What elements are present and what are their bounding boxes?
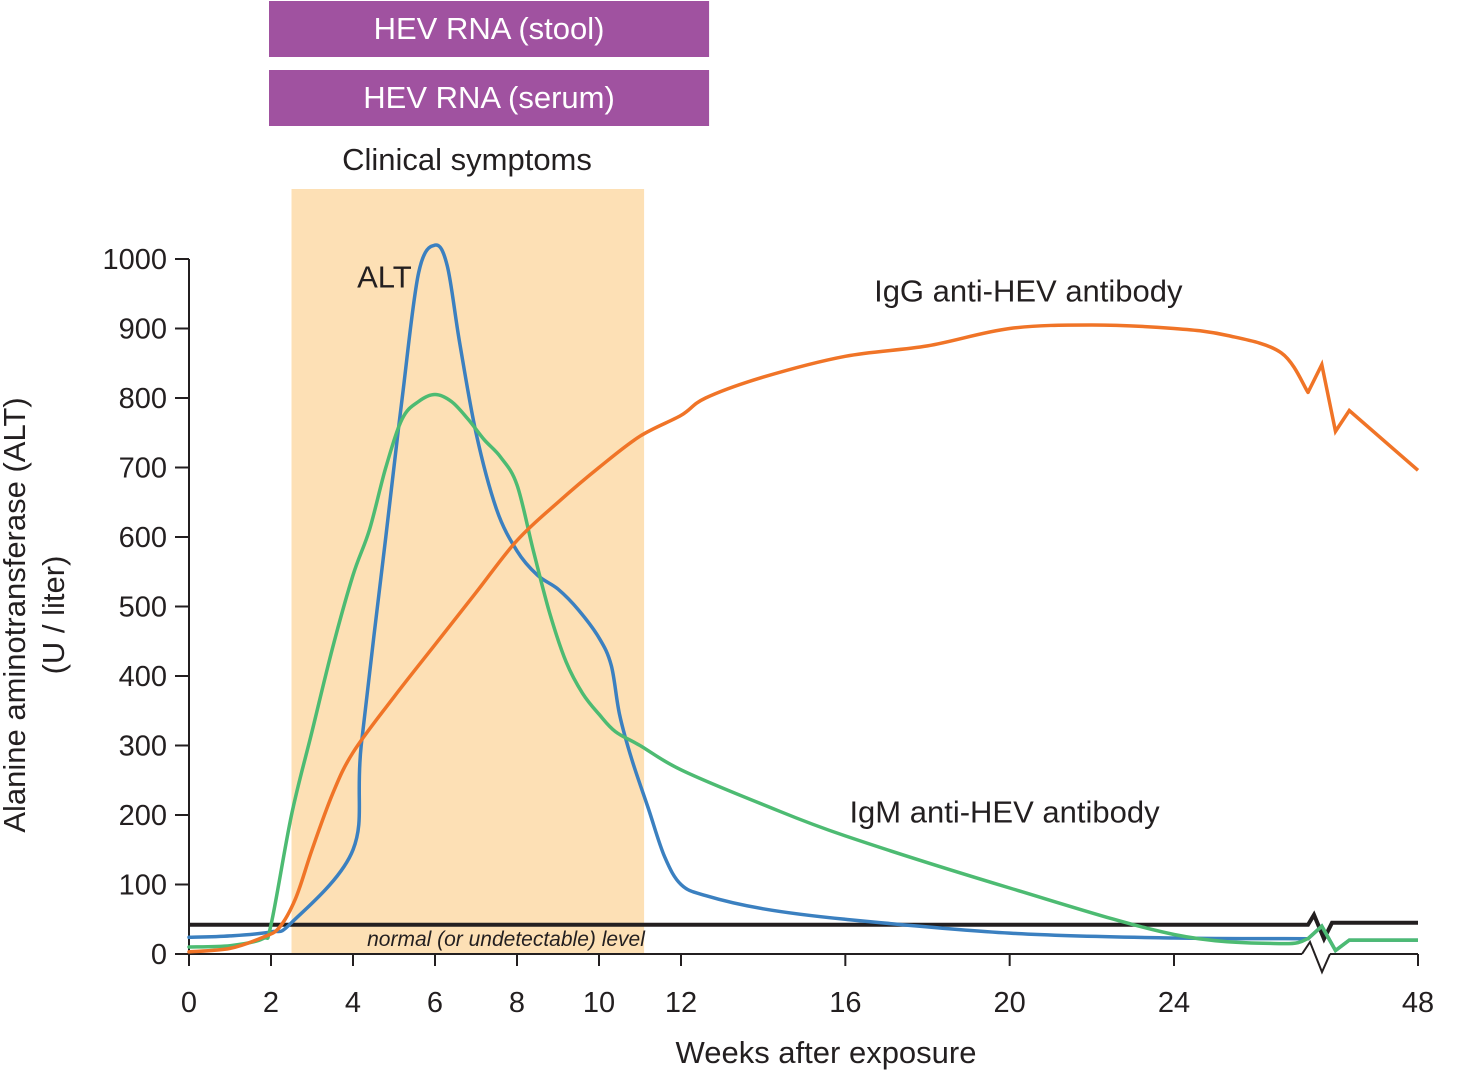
x-tick-label-2: 2 [263,987,279,1019]
y-tick-label-700: 700 [119,453,167,485]
series-label-0: ALT [357,259,412,294]
series-lines: ALT IgM anti-HEV antibody IgG anti-HEV ant… [187,243,1420,954]
series-line-post-break-1 [1306,923,1418,954]
y-tick-label-900: 900 [119,314,167,346]
x-tick-label-6: 6 [427,987,443,1019]
x-tick-label-12: 12 [665,987,697,1019]
clinical-symptoms-band [291,189,645,954]
y-tick-label-0: 0 [151,939,167,971]
series-label-2: IgG anti-HEV antibody [874,273,1183,308]
series-line-1 [187,392,1310,949]
background-layer [291,189,645,954]
symptoms-label: Clinical symptoms [342,142,592,177]
y-tick-label-300: 300 [119,731,167,763]
y-tick-label-1000: 1000 [102,244,167,276]
y-axis-unit-label: (U / liter) [36,556,71,675]
y-tick-label-100: 100 [119,870,167,902]
x-tick-label-24: 24 [1158,987,1190,1019]
y-axis-label: Alanine aminotransferase (ALT) [0,397,32,832]
y-tick-label-500: 500 [119,592,167,624]
chart-text: Clinical symptoms normal (or undetectabl… [0,142,976,1070]
x-tick-label-48: 48 [1402,987,1434,1019]
rna-bars: HEV RNA (stool) HEV RNA (serum) [269,1,710,126]
x-tick-label-8: 8 [509,987,525,1019]
rna-serum-bar [269,70,710,126]
rna-serum-label: HEV RNA (serum) [363,80,614,115]
rna-stool-label: HEV RNA (stool) [374,11,605,46]
y-tick-label-600: 600 [119,522,167,554]
x-tick-label-20: 20 [994,987,1026,1019]
x-tick-label-16: 16 [829,987,861,1019]
normal-level-label: normal (or undetectable) level [367,928,646,951]
x-tick-label-10: 10 [583,987,615,1019]
y-tick-label-200: 200 [119,800,167,832]
series-label-1: IgM anti-HEV antibody [849,795,1160,830]
series-line-post-break-2 [1306,359,1420,472]
rna-stool-bar [269,1,710,57]
series-line-2 [187,323,1310,954]
x-axis-break [1301,939,1331,975]
y-tick-label-800: 800 [119,383,167,415]
x-tick-label-0: 0 [181,987,197,1019]
x-axis-label: Weeks after exposure [676,1035,977,1070]
x-tick-label-4: 4 [345,987,361,1019]
y-tick-label-400: 400 [119,661,167,693]
